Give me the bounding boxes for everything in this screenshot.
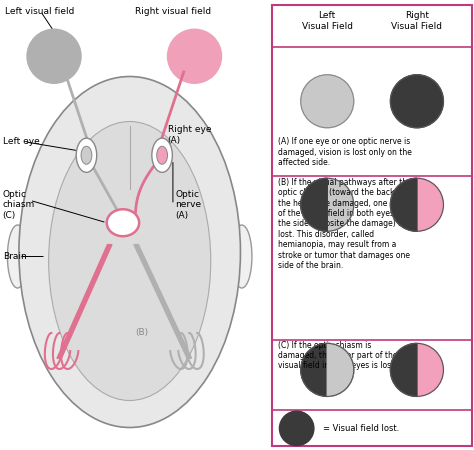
Circle shape bbox=[81, 146, 92, 164]
Text: Brain: Brain bbox=[3, 252, 27, 261]
Ellipse shape bbox=[49, 122, 211, 400]
Ellipse shape bbox=[301, 343, 354, 396]
Ellipse shape bbox=[301, 75, 354, 128]
Text: = Visual field lost.: = Visual field lost. bbox=[323, 424, 400, 433]
Text: Right eye
(A): Right eye (A) bbox=[167, 125, 211, 145]
Ellipse shape bbox=[107, 209, 139, 236]
Text: Left eye: Left eye bbox=[3, 137, 39, 146]
Ellipse shape bbox=[27, 29, 81, 83]
Polygon shape bbox=[391, 178, 417, 231]
Ellipse shape bbox=[8, 225, 27, 288]
Polygon shape bbox=[301, 178, 327, 231]
Text: (B) If the visual pathways after the
optic chiasm (toward the back of
the head) : (B) If the visual pathways after the opt… bbox=[278, 178, 412, 270]
Circle shape bbox=[76, 138, 97, 172]
Ellipse shape bbox=[19, 76, 240, 427]
Ellipse shape bbox=[280, 411, 314, 446]
Polygon shape bbox=[391, 343, 417, 396]
Ellipse shape bbox=[167, 29, 221, 83]
Text: (A) If one eye or one optic nerve is
damaged, vision is lost only on the
affecte: (A) If one eye or one optic nerve is dam… bbox=[278, 137, 412, 167]
Polygon shape bbox=[327, 343, 354, 396]
Text: Left visual field: Left visual field bbox=[5, 7, 75, 16]
Text: Right visual field: Right visual field bbox=[135, 7, 211, 16]
Text: (C) If the optic chiasm is
damaged, the outer part of the
visual field in both e: (C) If the optic chiasm is damaged, the … bbox=[278, 341, 398, 370]
Text: Optic
nerve
(A): Optic nerve (A) bbox=[175, 190, 202, 220]
Ellipse shape bbox=[391, 178, 443, 231]
Text: Left
Visual Field: Left Visual Field bbox=[302, 11, 353, 31]
Ellipse shape bbox=[232, 225, 252, 288]
Ellipse shape bbox=[301, 178, 354, 231]
Ellipse shape bbox=[391, 343, 443, 396]
Text: (B): (B) bbox=[135, 328, 148, 338]
Ellipse shape bbox=[391, 75, 443, 128]
Text: Right
Visual Field: Right Visual Field bbox=[392, 11, 442, 31]
Text: Optic
chiasm
(C): Optic chiasm (C) bbox=[3, 190, 35, 220]
Circle shape bbox=[157, 146, 167, 164]
Circle shape bbox=[152, 138, 173, 172]
